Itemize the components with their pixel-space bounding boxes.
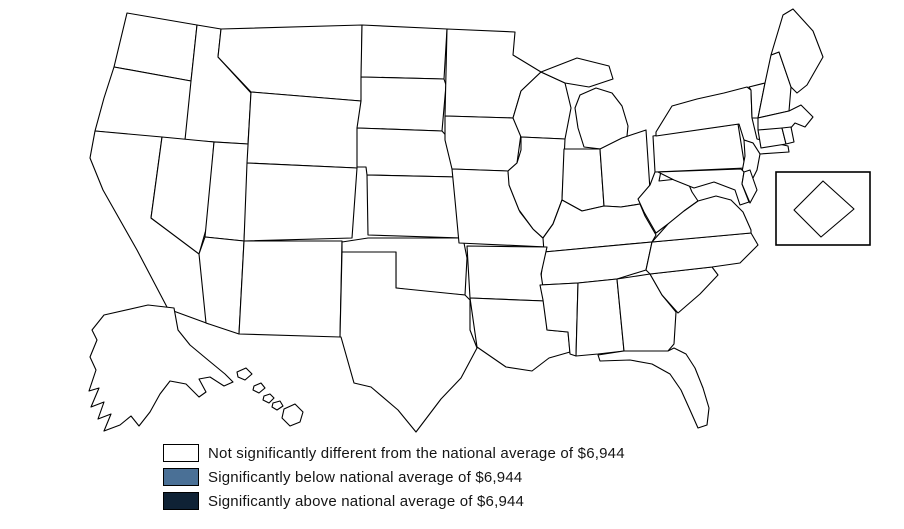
state-hi-island <box>236 367 253 381</box>
legend-row-not-significant: Not significantly different from the nat… <box>163 444 625 462</box>
state-de <box>741 169 758 204</box>
state-fl <box>597 347 710 429</box>
state-nd <box>360 24 448 80</box>
state-ak <box>88 304 234 432</box>
state-ne <box>356 127 460 178</box>
legend-row-below-average: Significantly below national average of … <box>163 468 625 486</box>
state-hi-island <box>281 403 304 427</box>
state-va <box>651 195 752 243</box>
state-ct <box>757 127 787 149</box>
state-nm <box>238 240 343 338</box>
state-az <box>198 236 245 335</box>
state-ar <box>466 245 548 302</box>
legend-swatch-below-average <box>163 468 199 486</box>
legend-label-above-average: Significantly above national average of … <box>208 492 525 510</box>
state-me <box>770 8 824 94</box>
state-in <box>561 148 605 212</box>
state-nc <box>645 232 759 275</box>
state-ks <box>366 174 464 239</box>
legend-label-not-significant: Not significantly different from the nat… <box>208 444 625 462</box>
state-wy <box>246 91 362 169</box>
state-sd <box>356 76 447 132</box>
state-co <box>243 162 358 242</box>
legend-swatch-not-significant <box>163 444 199 462</box>
legend-row-above-average: Significantly above national average of … <box>163 492 625 510</box>
state-md <box>657 168 750 206</box>
state-ia <box>444 115 522 172</box>
state-nv <box>150 136 215 255</box>
legend-swatch-above-average <box>163 492 199 510</box>
state-mi-upper <box>540 57 614 88</box>
state-vt <box>748 82 766 119</box>
state-tx <box>339 251 478 433</box>
legend-label-below-average: Significantly below national average of … <box>208 468 523 486</box>
state-ri <box>781 126 795 145</box>
state-al <box>575 278 625 357</box>
legend: Not significantly different from the nat… <box>163 444 625 510</box>
state-hi-island <box>252 382 266 394</box>
state-hi-island <box>262 393 275 404</box>
state-dc <box>793 180 855 238</box>
state-hi-island <box>271 400 284 411</box>
